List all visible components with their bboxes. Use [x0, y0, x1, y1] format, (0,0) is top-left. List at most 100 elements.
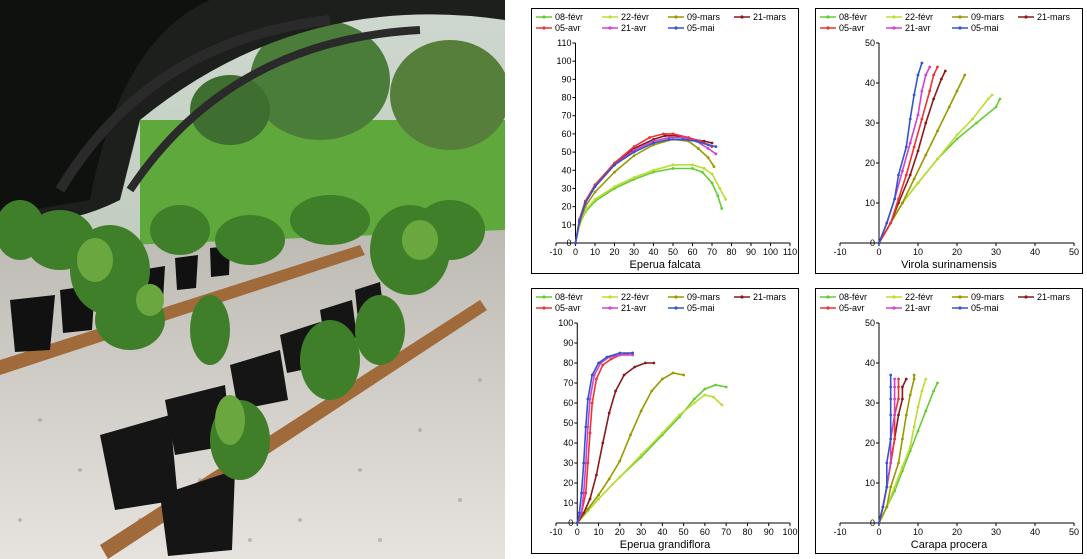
legend-item: 05-avr	[820, 23, 865, 33]
x-tick-label: 80	[726, 247, 736, 257]
y-tick-label: 20	[563, 478, 573, 488]
data-point	[920, 117, 924, 121]
legend-label: 21-mars	[753, 12, 787, 22]
data-point	[583, 201, 587, 205]
x-tick-label: 50	[679, 527, 689, 537]
legend-marker	[826, 15, 830, 19]
data-point	[643, 361, 647, 365]
data-point	[932, 97, 935, 101]
data-point	[897, 385, 900, 389]
data-point	[618, 353, 622, 357]
legend-label: 21-mars	[1037, 292, 1071, 302]
legend-marker	[826, 295, 830, 299]
data-point	[691, 167, 694, 170]
y-tick-label: 110	[557, 38, 571, 48]
x-tick-label: 20	[952, 527, 962, 537]
data-point	[593, 190, 597, 194]
legend-item: 09-mars	[668, 292, 721, 302]
data-point	[639, 409, 643, 413]
data-point	[889, 373, 893, 377]
data-point	[904, 145, 908, 149]
data-point	[661, 132, 665, 136]
legend-marker	[674, 295, 678, 299]
data-point	[928, 89, 932, 93]
data-point	[893, 377, 896, 381]
y-tick-label: 30	[561, 183, 571, 193]
data-point	[629, 433, 632, 437]
legend-item: 08-févr	[820, 12, 867, 22]
data-point	[586, 425, 590, 429]
data-point	[710, 172, 714, 176]
legend-marker	[892, 306, 896, 310]
legend-marker	[740, 15, 744, 19]
data-point	[582, 461, 586, 465]
data-point	[912, 145, 916, 149]
data-point	[889, 397, 893, 401]
x-tick-label: -10	[549, 527, 562, 537]
data-point	[706, 156, 710, 159]
legend-item: 22-févr	[886, 12, 933, 22]
data-point	[605, 355, 609, 359]
data-point	[681, 137, 685, 141]
data-point	[889, 485, 893, 489]
x-tick-label: 50	[1069, 527, 1079, 537]
legend-item: 22-févr	[602, 292, 649, 302]
x-tick-label: 80	[742, 527, 752, 537]
x-tick-label: 40	[648, 247, 658, 257]
data-point	[893, 197, 896, 201]
data-point	[955, 89, 959, 93]
data-point	[618, 459, 622, 463]
legend-label: 21-avr	[621, 23, 647, 33]
legend-label: 22-févr	[621, 292, 649, 302]
series-line	[574, 138, 717, 244]
chart-title: Virola surinamensis	[901, 259, 997, 271]
legend-label: 22-févr	[905, 12, 933, 22]
greenhouse-seedlings-photo	[0, 0, 505, 559]
data-point	[691, 163, 694, 167]
y-tick-label: 10	[865, 478, 875, 488]
data-point	[897, 397, 900, 401]
chart-carapa-procera: 08-févr 22-févr 09-mars 21-mars 05-avr 21-avr…	[815, 288, 1083, 554]
data-point	[584, 461, 588, 465]
y-tick-label: 0	[568, 518, 573, 528]
y-tick-label: 30	[865, 118, 875, 128]
data-point	[897, 461, 900, 465]
chart-eperua-falcata: 08-févr 22-févr 09-mars 21-mars 05-avr 21-avr…	[531, 8, 799, 274]
data-point	[614, 389, 617, 393]
legend-label: 08-févr	[555, 12, 583, 22]
data-point	[706, 143, 710, 147]
data-point	[924, 121, 928, 125]
legend-marker	[608, 26, 612, 30]
x-tick-label: 0	[876, 247, 881, 257]
data-point	[706, 147, 710, 150]
data-point	[575, 521, 579, 525]
y-tick-label: 50	[561, 147, 571, 157]
x-tick-label: 10	[594, 527, 604, 537]
legend-marker	[958, 295, 962, 299]
data-point	[677, 413, 681, 417]
data-point	[912, 377, 916, 381]
legend-marker	[674, 306, 678, 310]
y-tick-label: 90	[561, 74, 571, 84]
data-point	[702, 167, 706, 170]
x-tick-label: 50	[668, 247, 678, 257]
x-tick-label: 0	[575, 527, 580, 537]
x-tick-label: 40	[1030, 247, 1040, 257]
data-point	[947, 105, 951, 109]
data-point	[897, 377, 900, 381]
data-point	[912, 373, 916, 377]
y-tick-label: 30	[865, 398, 875, 408]
data-point	[897, 173, 900, 177]
data-point	[986, 97, 990, 101]
data-point	[593, 185, 597, 189]
series-line	[878, 66, 939, 244]
data-point	[632, 154, 636, 158]
data-point	[893, 437, 896, 441]
data-point	[595, 377, 598, 381]
data-point	[671, 167, 675, 170]
series-line	[878, 94, 993, 244]
data-point	[877, 241, 881, 245]
x-tick-label: 40	[657, 527, 667, 537]
data-point	[908, 173, 912, 177]
data-point	[574, 241, 577, 245]
